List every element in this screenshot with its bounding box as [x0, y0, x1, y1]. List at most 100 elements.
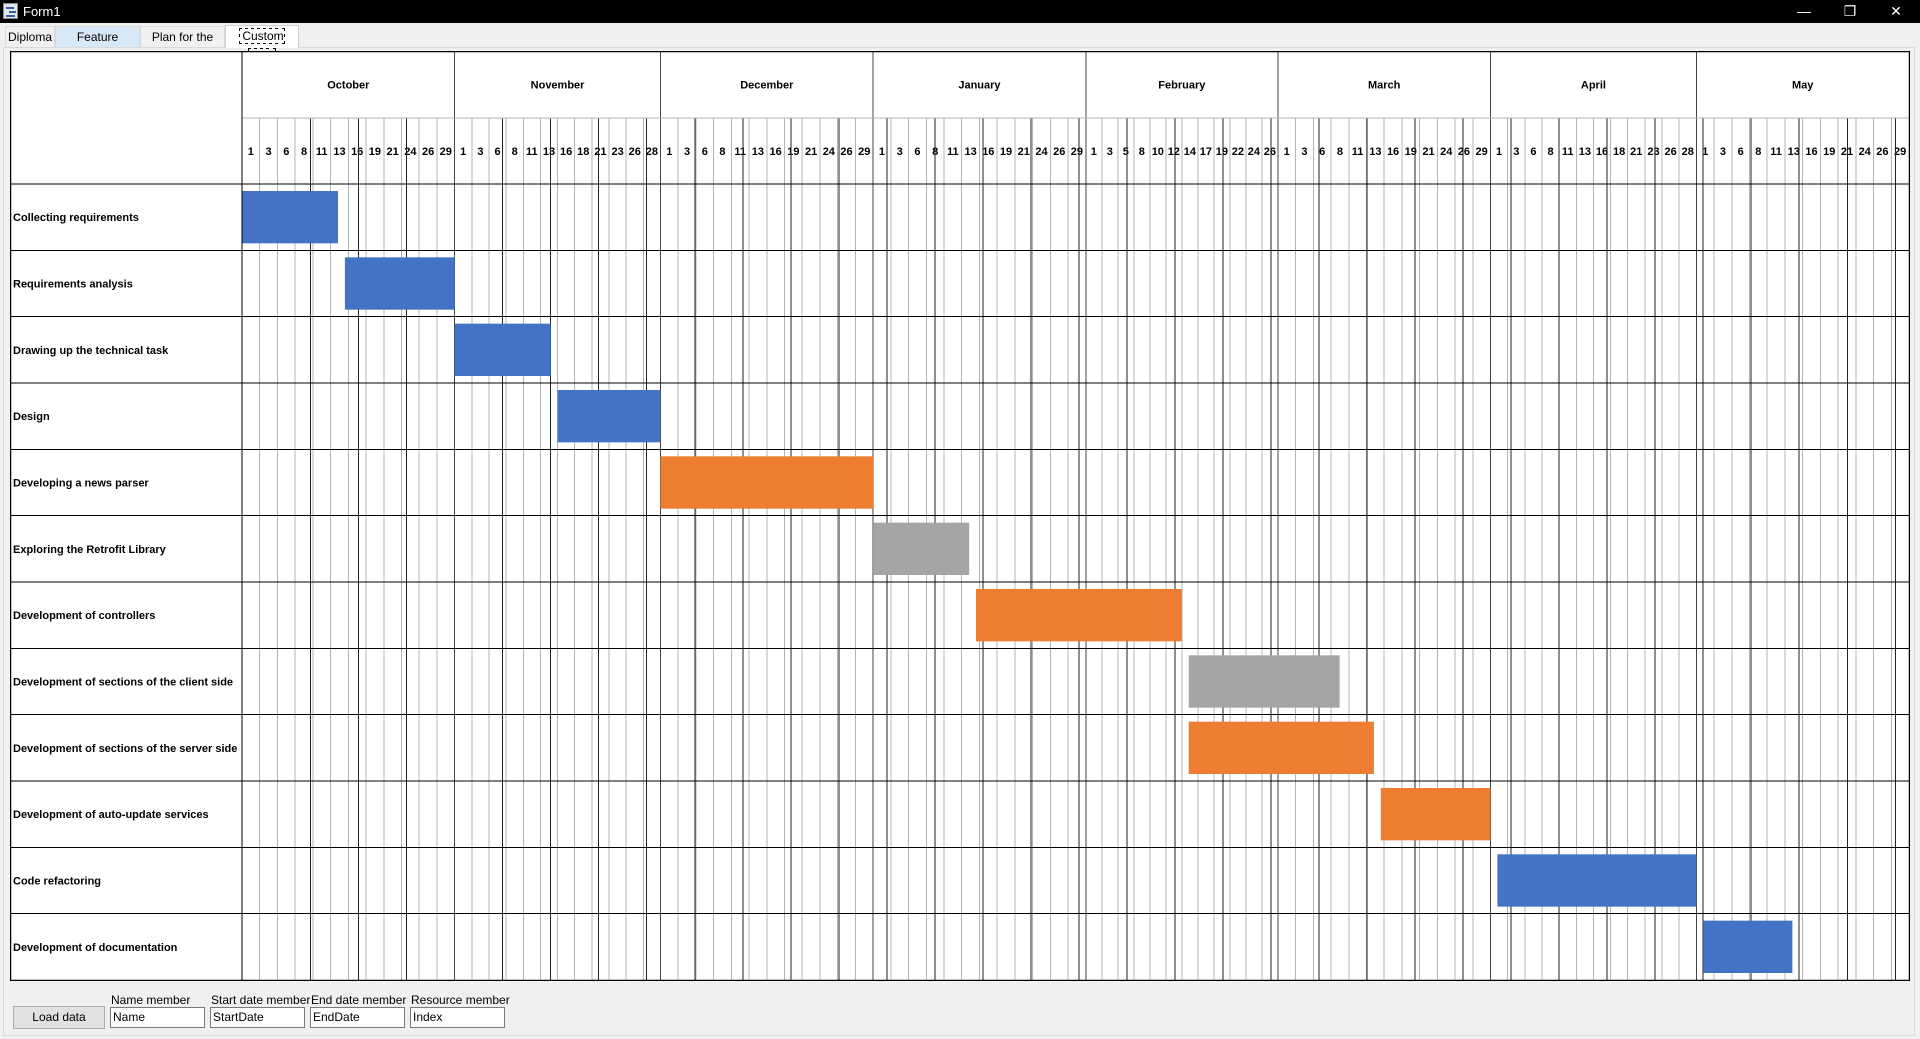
day-tick-label: 26 [840, 146, 852, 158]
day-tick-label: 24 [1035, 146, 1048, 158]
day-tick-label: 11 [1770, 146, 1782, 158]
day-tick-label: 24 [823, 146, 836, 158]
task-bar [557, 390, 661, 443]
task-bar [344, 257, 455, 310]
day-tick-label: 12 [1168, 146, 1180, 158]
task-label: Drawing up the technical task [13, 345, 169, 357]
day-tick-label: 24 [1859, 146, 1872, 158]
task-label: Code refactoring [13, 876, 101, 888]
day-tick-label: 6 [283, 146, 289, 158]
window-title: Form1 [23, 4, 61, 19]
minimize-icon: — [1797, 3, 1811, 19]
chart-border [10, 51, 1910, 981]
day-tick-label: 13 [333, 146, 345, 158]
minimize-button[interactable]: — [1781, 0, 1827, 23]
start-date-member-input[interactable]: StartDate [210, 1007, 305, 1028]
day-tick-label: 13 [752, 146, 764, 158]
day-tick-label: 3 [477, 146, 483, 158]
load-data-button[interactable]: Load data [13, 1006, 105, 1029]
month-label: January [958, 80, 1001, 92]
day-tick-label: 16 [560, 146, 572, 158]
tab-diploma[interactable]: Diploma [5, 26, 55, 47]
end-date-member-input[interactable]: EndDate [310, 1007, 405, 1028]
day-tick-label: 1 [460, 146, 466, 158]
day-tick-label: 16 [351, 146, 363, 158]
day-tick-label: 6 [494, 146, 500, 158]
day-tick-label: 24 [404, 146, 417, 158]
day-tick-label: 16 [1596, 146, 1608, 158]
day-tick-label: 8 [1139, 146, 1145, 158]
task-label: Development of documentation [13, 942, 178, 954]
name-member-input[interactable]: Name [110, 1007, 205, 1028]
task-bar [976, 589, 1182, 642]
day-tick-label: 16 [982, 146, 994, 158]
day-tick-label: 17 [1200, 146, 1212, 158]
task-label: Development of sections of the server si… [13, 743, 237, 755]
day-tick-label: 3 [1720, 146, 1726, 158]
day-tick-label: 29 [1476, 146, 1488, 158]
day-tick-label: 8 [1337, 146, 1343, 158]
day-tick-label: 8 [301, 146, 307, 158]
day-tick-label: 26 [1053, 146, 1065, 158]
day-tick-label: 6 [702, 146, 708, 158]
day-tick-label: 19 [1823, 146, 1835, 158]
task-label: Collecting requirements [13, 212, 139, 224]
day-tick-label: 1 [879, 146, 885, 158]
task-bar [873, 522, 970, 575]
restore-button[interactable]: ❐ [1827, 0, 1873, 23]
start-date-member-label: Start date member [211, 993, 311, 1007]
day-tick-label: 3 [1513, 146, 1519, 158]
task-bar [1188, 655, 1340, 708]
task-bar [454, 323, 551, 376]
restore-icon: ❐ [1843, 3, 1857, 19]
day-tick-label: 3 [684, 146, 690, 158]
day-tick-label: 28 [1682, 146, 1694, 158]
day-tick-label: 3 [1301, 146, 1307, 158]
day-tick-label: 26 [1876, 146, 1888, 158]
day-tick-label: 18 [1613, 146, 1625, 158]
day-tick-label: 1 [1091, 146, 1097, 158]
resource-member-input[interactable]: Index [410, 1007, 505, 1028]
day-tick-label: 13 [543, 146, 555, 158]
day-tick-label: 3 [1107, 146, 1113, 158]
close-button[interactable]: ✕ [1873, 0, 1919, 23]
task-bar [660, 456, 874, 509]
day-tick-label: 6 [914, 146, 920, 158]
day-tick-label: 19 [369, 146, 381, 158]
task-label: Development of auto-update services [13, 809, 209, 821]
tab-plan-for-the-day[interactable]: Plan for the day [140, 26, 225, 64]
app-icon [3, 3, 18, 19]
day-tick-label: 10 [1152, 146, 1164, 158]
day-tick-label: 19 [1000, 146, 1012, 158]
title-bar: Form1 — ❐ ✕ [0, 0, 1920, 23]
close-icon: ✕ [1890, 3, 1902, 19]
day-tick-label: 29 [858, 146, 870, 158]
day-tick-label: 1 [666, 146, 672, 158]
tab-custom-data[interactable]: Custom data [225, 25, 299, 64]
tab-feature-release[interactable]: Feature release [55, 26, 140, 64]
day-tick-label: 5 [1123, 146, 1129, 158]
month-label: December [740, 80, 794, 92]
day-tick-label: 6 [1319, 146, 1325, 158]
day-tick-label: 13 [1788, 146, 1800, 158]
day-tick-label: 8 [719, 146, 725, 158]
day-tick-label: 29 [1071, 146, 1083, 158]
day-tick-label: 16 [1805, 146, 1817, 158]
day-tick-label: 21 [1018, 146, 1030, 158]
name-member-label: Name member [111, 993, 191, 1007]
day-tick-label: 26 [1664, 146, 1676, 158]
day-tick-label: 11 [526, 146, 538, 158]
gantt-chart: 1 3 6 8 11 13 16 19 21 24 26 29 October 1 3 6 8 11 13 16 18 2… [10, 51, 1910, 981]
day-tick-label: 24 [1248, 146, 1261, 158]
day-tick-label: 29 [440, 146, 452, 158]
task-label: Exploring the Retrofit Library [13, 544, 167, 556]
day-tick-label: 28 [646, 146, 658, 158]
month-label: February [1158, 80, 1206, 92]
day-tick-label: 21 [594, 146, 606, 158]
day-tick-label: 26 [629, 146, 641, 158]
day-tick-label: 1 [1284, 146, 1290, 158]
month-label: October [327, 80, 370, 92]
day-tick-label: 11 [1562, 146, 1574, 158]
task-bar [1703, 920, 1793, 973]
